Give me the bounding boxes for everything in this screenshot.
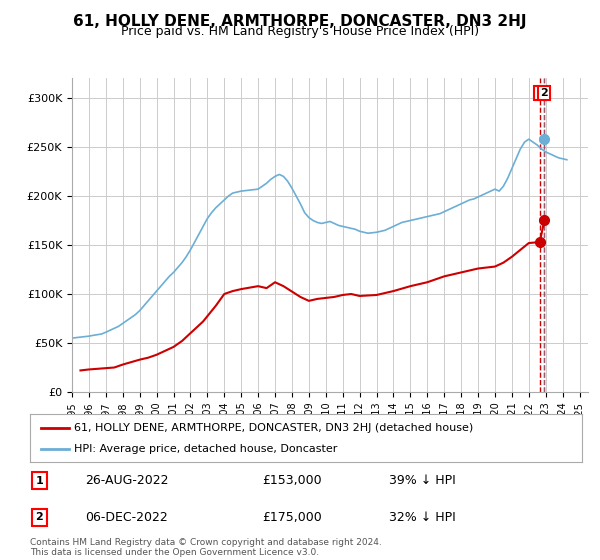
- Text: Contains HM Land Registry data © Crown copyright and database right 2024.
This d: Contains HM Land Registry data © Crown c…: [30, 538, 382, 557]
- Text: £153,000: £153,000: [262, 474, 322, 487]
- Text: £175,000: £175,000: [262, 511, 322, 524]
- Text: Price paid vs. HM Land Registry's House Price Index (HPI): Price paid vs. HM Land Registry's House …: [121, 25, 479, 38]
- Text: 61, HOLLY DENE, ARMTHORPE, DONCASTER, DN3 2HJ: 61, HOLLY DENE, ARMTHORPE, DONCASTER, DN…: [73, 14, 527, 29]
- Text: 26-AUG-2022: 26-AUG-2022: [85, 474, 169, 487]
- Text: 06-DEC-2022: 06-DEC-2022: [85, 511, 168, 524]
- Text: 2: 2: [35, 512, 43, 522]
- Text: 61, HOLLY DENE, ARMTHORPE, DONCASTER, DN3 2HJ (detached house): 61, HOLLY DENE, ARMTHORPE, DONCASTER, DN…: [74, 423, 473, 433]
- Text: 1: 1: [536, 88, 544, 98]
- Text: 39% ↓ HPI: 39% ↓ HPI: [389, 474, 455, 487]
- Text: 2: 2: [541, 88, 548, 98]
- Text: 1: 1: [35, 476, 43, 486]
- Text: HPI: Average price, detached house, Doncaster: HPI: Average price, detached house, Donc…: [74, 444, 338, 454]
- Text: 32% ↓ HPI: 32% ↓ HPI: [389, 511, 455, 524]
